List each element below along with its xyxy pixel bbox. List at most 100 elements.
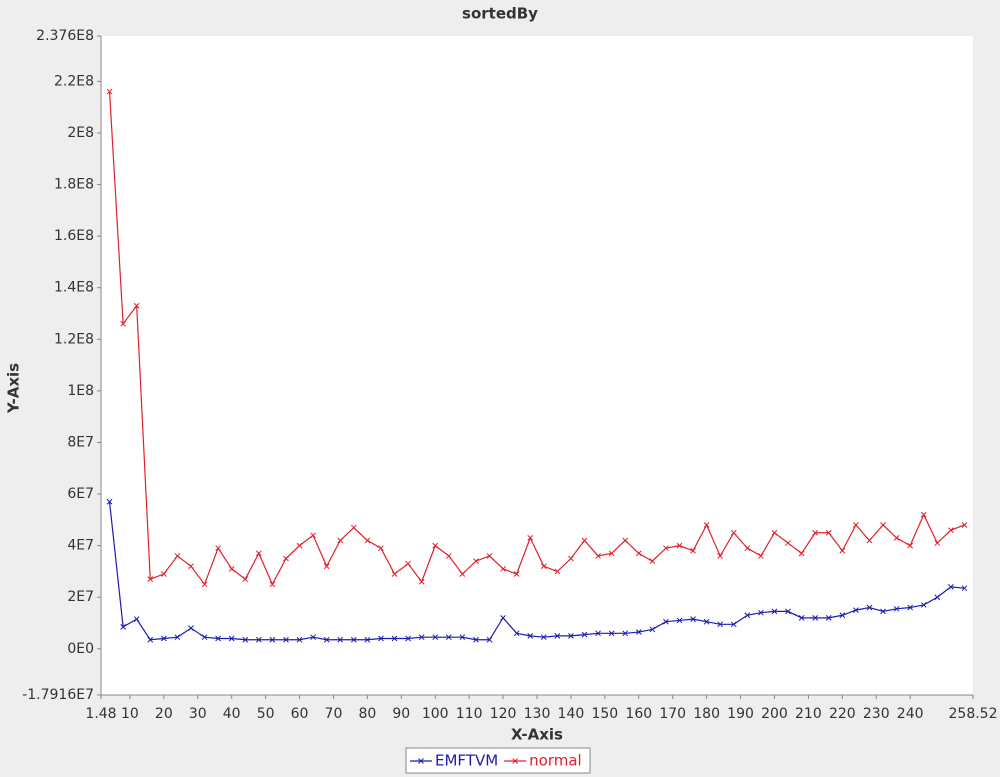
x-tick-label: 110 [456, 706, 483, 722]
point-marker [622, 537, 629, 544]
x-tick-label: 70 [325, 706, 343, 722]
point-marker [106, 498, 113, 505]
x-tick-label: 160 [625, 706, 652, 722]
x-tick-label: 80 [358, 706, 376, 722]
legend-label: EMFTVM [435, 752, 498, 770]
point-marker [459, 634, 466, 641]
point-marker [798, 550, 805, 557]
point-marker [323, 563, 330, 570]
point-marker [581, 631, 588, 638]
point-marker [269, 636, 276, 643]
point-marker [568, 633, 574, 639]
point-marker [133, 616, 140, 622]
point-marker [527, 633, 534, 639]
y-tick-label: 2E8 [67, 125, 94, 141]
x-tick-label: 10 [121, 706, 139, 722]
x-tick-label: 140 [558, 706, 585, 722]
point-marker [513, 571, 520, 577]
x-tick-label: 240 [897, 706, 924, 722]
series-line [108, 91, 965, 586]
point-marker [527, 535, 534, 541]
point-marker [812, 529, 819, 536]
x-tick-label: 210 [795, 706, 822, 722]
point-marker [785, 540, 791, 546]
point-marker [907, 542, 914, 549]
point-marker [432, 634, 439, 641]
point-marker [418, 578, 425, 585]
y-tick-label: 6E7 [67, 486, 94, 502]
point-marker [350, 636, 357, 643]
point-marker [350, 524, 357, 531]
point-marker [269, 581, 276, 588]
x-tick-label: 120 [490, 706, 517, 722]
point-marker [676, 542, 683, 549]
point-marker [920, 511, 927, 518]
point-marker [568, 555, 574, 562]
point-marker [445, 553, 452, 559]
y-tick-label: 8E7 [67, 434, 94, 450]
point-marker [581, 537, 588, 544]
y-tick-label: 1.2E8 [54, 331, 94, 347]
point-marker [445, 634, 452, 641]
point-marker [201, 581, 208, 588]
point-marker [920, 602, 927, 608]
point-marker [405, 560, 411, 567]
point-marker [513, 630, 520, 637]
x-tick-label: 150 [591, 706, 618, 722]
x-tick-label: 258.52 [949, 706, 998, 722]
point-marker [147, 636, 154, 643]
plot-area [101, 36, 973, 695]
y-tick-label: 2.2E8 [54, 73, 94, 89]
point-marker [133, 302, 140, 309]
x-tick-label: 180 [693, 706, 720, 722]
point-marker [663, 545, 669, 552]
point-marker [174, 634, 181, 641]
y-tick-label: 2E7 [67, 589, 94, 605]
point-marker [866, 537, 873, 544]
point-marker [405, 635, 411, 642]
point-marker [432, 542, 439, 549]
series-line [108, 501, 965, 641]
point-marker [595, 553, 601, 559]
point-marker [758, 609, 764, 616]
point-marker [310, 634, 316, 641]
point-marker [825, 614, 832, 621]
point-marker [839, 547, 846, 554]
point-marker [758, 553, 764, 559]
point-marker [296, 542, 303, 549]
x-tick-label: 50 [257, 706, 275, 722]
point-marker [608, 550, 615, 557]
point-marker [459, 571, 466, 577]
x-tick-label: 200 [761, 706, 788, 722]
point-marker [215, 545, 221, 552]
point-marker [690, 616, 696, 622]
point-marker [853, 522, 859, 528]
point-marker [160, 571, 167, 577]
x-tick-label: 60 [291, 706, 309, 722]
y-tick-label: 1E8 [67, 383, 94, 399]
point-marker [337, 636, 344, 643]
point-marker [283, 555, 289, 562]
point-marker [364, 636, 371, 643]
point-marker [730, 621, 737, 628]
point-marker [486, 636, 493, 643]
x-tick-label: 190 [727, 706, 754, 722]
point-marker [744, 545, 751, 552]
point-marker [649, 558, 656, 564]
point-marker [839, 612, 846, 619]
point-marker [255, 550, 262, 557]
y-tick-label: 1.6E8 [54, 228, 94, 244]
legend [405, 747, 591, 774]
point-marker [378, 635, 384, 642]
point-marker [717, 553, 724, 559]
point-marker [378, 545, 384, 552]
point-marker [961, 585, 968, 592]
point-marker [730, 529, 737, 536]
point-marker [540, 563, 547, 570]
point-marker [174, 553, 181, 559]
point-marker [866, 604, 873, 611]
point-marker [486, 553, 493, 559]
x-tick-label: 30 [189, 706, 207, 722]
point-marker [120, 624, 126, 630]
